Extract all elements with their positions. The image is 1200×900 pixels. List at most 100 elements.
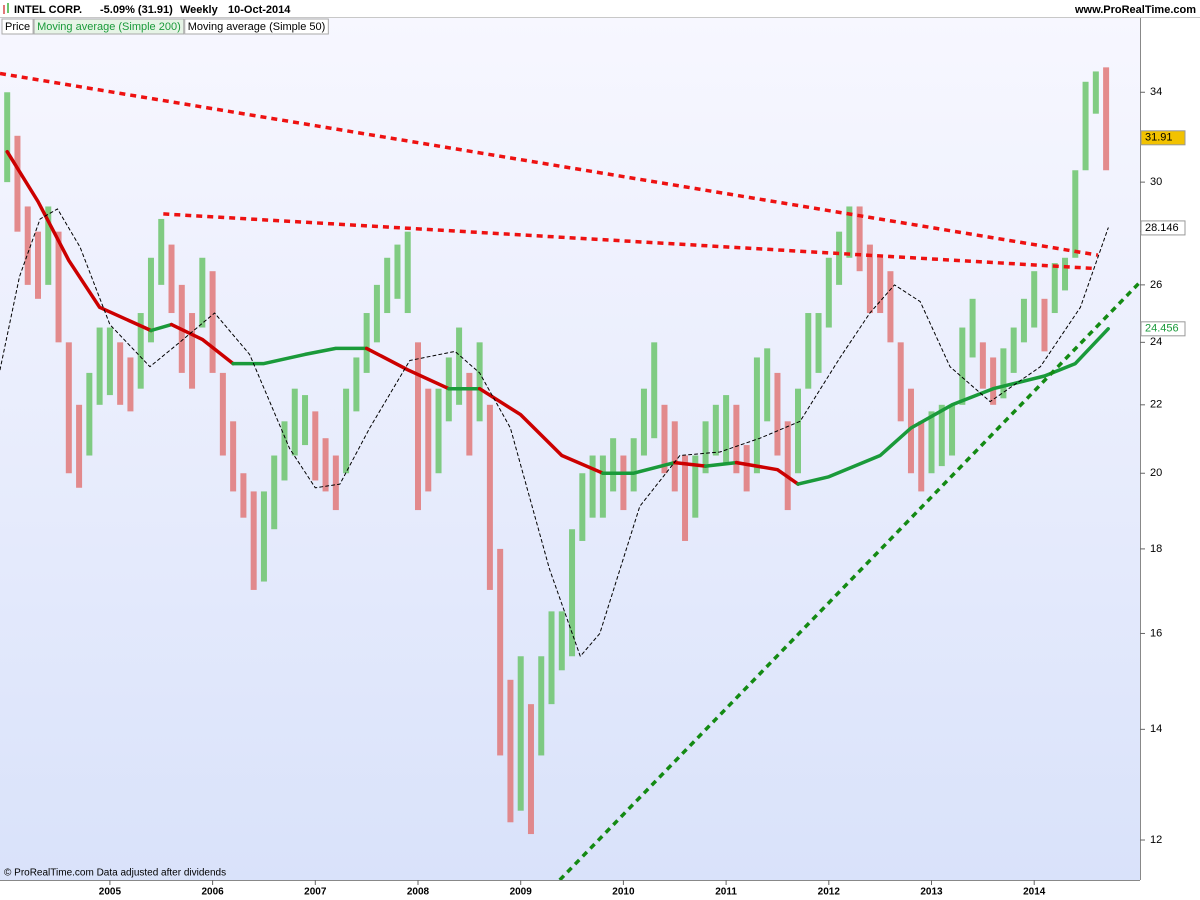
plot-background: [0, 18, 1140, 880]
price-bar: [322, 438, 329, 492]
legend: Price Moving average (Simple 200) Moving a…: [1, 18, 329, 35]
date: 10-Oct-2014: [228, 4, 291, 16]
y-tick-label: 22: [1150, 399, 1162, 411]
price-bar: [527, 704, 534, 835]
price-bar: [96, 327, 103, 405]
price-bar: [230, 421, 237, 492]
price-bar: [712, 404, 719, 456]
last-value-box: [1140, 130, 1186, 146]
price-bar: [795, 388, 801, 474]
price-bar: [1041, 298, 1048, 352]
site: www.ProRealTime.com: [1074, 4, 1196, 16]
x-tick-label: 2012: [818, 887, 841, 898]
moving-average: [149, 322, 174, 333]
price-bar: [4, 92, 11, 183]
price-bar: [805, 313, 812, 389]
price-bar: [517, 656, 524, 811]
price-bar: [209, 271, 216, 373]
price-bar: [1031, 271, 1038, 328]
price-bar: [579, 473, 586, 541]
trend-line: [163, 212, 1095, 271]
trend-line: [558, 280, 1140, 880]
price-bar: [815, 313, 822, 373]
price-bar: [959, 327, 966, 405]
moving-average: [169, 322, 235, 366]
legend-box: [33, 18, 185, 35]
y-tick-label: 14: [1150, 723, 1162, 735]
last-value-box: [1140, 220, 1186, 236]
price-bar: [45, 206, 52, 285]
price-bar: [189, 313, 196, 389]
price-bar: [866, 244, 873, 314]
price-bar: [907, 388, 914, 474]
price-bar: [682, 455, 689, 541]
legend-label: Moving average (Simple 50): [188, 21, 326, 33]
moving-average: [364, 346, 451, 391]
legend-box: [1, 18, 34, 35]
price-bar: [723, 395, 730, 463]
price-bar: [497, 548, 504, 756]
price-bar: [569, 529, 576, 657]
price-bar: [404, 231, 411, 314]
price-bar: [702, 421, 709, 474]
price-bar: [240, 473, 247, 518]
price-bar: [743, 445, 750, 492]
price-bar: [55, 231, 62, 343]
price-bar: [363, 313, 370, 373]
x-tick-label: 2005: [99, 887, 122, 898]
price-bar: [343, 388, 350, 474]
price-bar: [250, 491, 257, 590]
legend-label: Moving average (Simple 200): [37, 21, 181, 33]
x-tick-label: 2010: [612, 887, 635, 898]
price-bar: [373, 284, 380, 343]
price-bar: [14, 135, 21, 232]
price-bar: [486, 404, 493, 590]
price-bar: [538, 656, 545, 756]
price-bar: [415, 342, 421, 511]
price-bar: [671, 421, 678, 492]
price-bar: [137, 313, 144, 389]
price-bar: [332, 455, 339, 511]
price-bar: [856, 206, 863, 272]
price-bar: [1020, 298, 1027, 343]
x-tick-label: 2007: [304, 887, 327, 898]
price-bar: [312, 411, 319, 481]
price-bar: [928, 411, 935, 474]
symbol-icon: [3, 3, 9, 14]
price-bar: [640, 388, 647, 456]
price-bar: [897, 342, 904, 422]
price-bar: [65, 342, 72, 474]
price-bar: [168, 244, 175, 314]
y-tick-label: 24: [1150, 336, 1162, 348]
price-bar: [219, 372, 226, 456]
price-bar: [877, 257, 884, 314]
moving-average: [673, 460, 708, 468]
price-bar: [661, 404, 668, 474]
price-bar: [990, 357, 997, 405]
price-bar: [1092, 71, 1099, 114]
price-bar: [199, 257, 206, 328]
plot: [0, 67, 1140, 880]
x-tick-label: 2008: [407, 887, 430, 898]
y-tick-label: 12: [1150, 834, 1162, 846]
price-bar: [1103, 67, 1110, 171]
price-bar: [733, 404, 740, 474]
price-bar: [24, 206, 31, 285]
price-bar: [1062, 257, 1069, 291]
price-bar: [507, 679, 514, 823]
price-bar: [692, 455, 699, 518]
price-bar: [599, 455, 606, 518]
price-bar: [147, 257, 154, 343]
moving-average: [796, 327, 1110, 486]
price-bar: [1010, 327, 1017, 373]
price-bar: [291, 388, 298, 456]
price-bar: [610, 438, 617, 492]
price-bar: [938, 404, 945, 467]
y-tick-label: 34: [1150, 86, 1162, 98]
legend-box: [184, 18, 329, 35]
price-bar: [1072, 170, 1079, 258]
price-bar: [558, 611, 565, 671]
price-bar: [548, 611, 555, 705]
price-bar: [846, 206, 853, 258]
last-value-box: [1140, 321, 1186, 337]
